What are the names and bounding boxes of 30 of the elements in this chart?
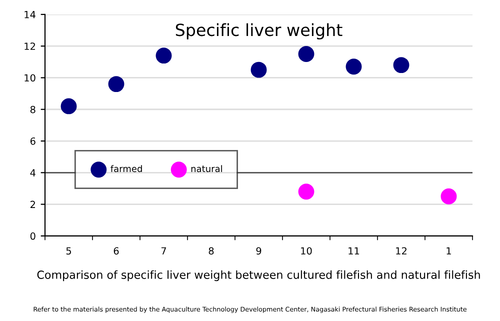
text: Specific liver weight xyxy=(176,23,342,40)
y-tick-label: 10 xyxy=(24,74,36,82)
x-tick-label: 5 xyxy=(66,247,71,255)
y-tick-label: 2 xyxy=(30,200,35,208)
legend-label: farmed xyxy=(110,165,142,172)
point xyxy=(108,76,124,92)
legend-label: natural xyxy=(191,165,222,172)
y-tick-label: 6 xyxy=(30,137,36,145)
x-tick-label: 12 xyxy=(396,247,406,254)
x-tick-label: 7 xyxy=(161,247,166,254)
y-tick-label: 8 xyxy=(30,106,36,114)
x-axis-title: Comparison of specific liver weight between cultured filefish and natural filefish xyxy=(37,270,480,282)
point xyxy=(250,62,267,78)
point xyxy=(346,58,362,75)
point xyxy=(298,46,314,62)
point xyxy=(393,57,410,74)
x-tick-label: 10 xyxy=(301,247,312,255)
x-tick-label: 8 xyxy=(208,247,214,255)
y-tick-label: 0 xyxy=(30,232,36,240)
y-tick-label: 12 xyxy=(24,42,35,50)
x-tick-label: 1 xyxy=(446,247,451,254)
point xyxy=(298,184,314,200)
x-tick-label: 11 xyxy=(348,247,360,254)
point xyxy=(60,98,77,114)
y-tick-label: 4 xyxy=(30,169,36,176)
x-tick-label: 6 xyxy=(114,247,119,255)
y-tick-label: 14 xyxy=(24,11,36,18)
point xyxy=(440,188,457,204)
x-tick-label: 9 xyxy=(256,247,262,255)
point xyxy=(156,48,172,64)
